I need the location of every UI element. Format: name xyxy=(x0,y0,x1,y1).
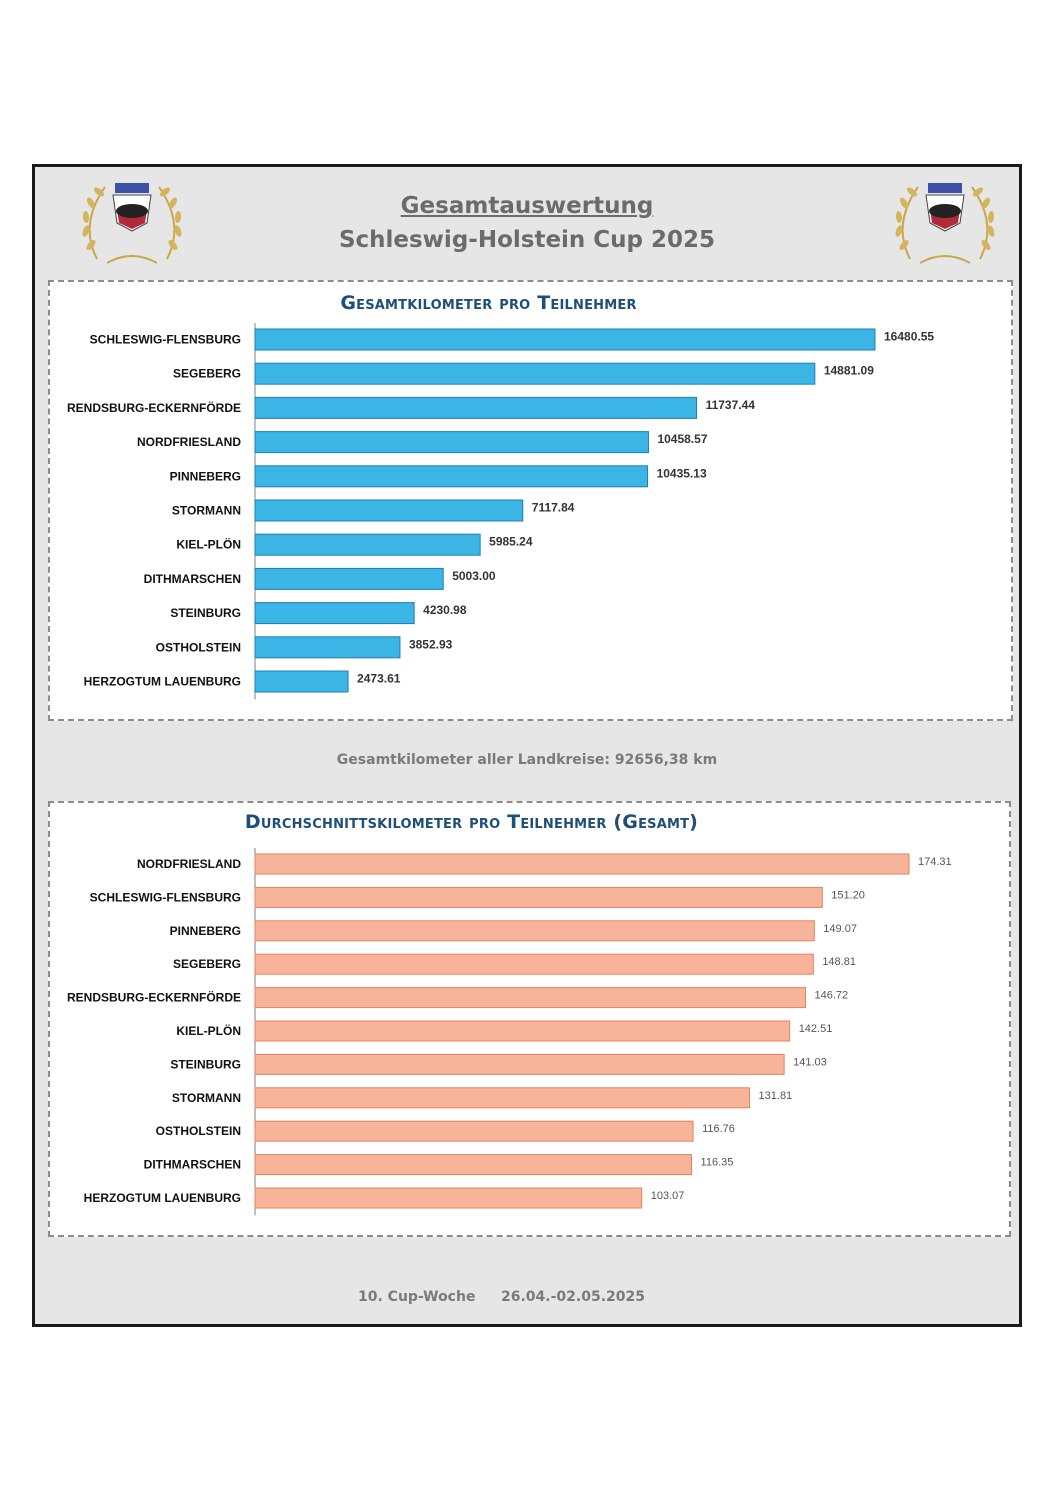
category-label: RENDSBURG-ECKERNFÖRDE xyxy=(67,400,241,415)
bar xyxy=(254,396,698,419)
data-label: 10458.57 xyxy=(657,432,707,446)
category-label: PINNEBERG xyxy=(170,469,241,483)
cup-laurel-logo-right-icon xyxy=(895,183,995,264)
bar xyxy=(254,1087,751,1109)
category-label: PINNEBERG xyxy=(170,924,241,938)
category-label: HERZOGTUM LAUENBURG xyxy=(84,675,241,689)
total-km-chart-title: Gesamtkilometer pro Teilnehmer xyxy=(340,292,637,314)
data-label: 148.81 xyxy=(822,956,856,968)
category-label: STEINBURG xyxy=(170,1057,241,1071)
category-label: SEGEBERG xyxy=(173,367,241,381)
avg-km-chart-panel: Durchschnittskilometer pro Teilnehmer (G… xyxy=(48,801,1011,1237)
data-label: 14881.09 xyxy=(824,364,874,378)
bar xyxy=(254,533,481,556)
page-title: Gesamtauswertung xyxy=(400,193,654,219)
data-label: 142.51 xyxy=(799,1023,833,1035)
bar xyxy=(254,602,415,625)
avg-km-chart: NORDFRIESLAND 174.31 SCHLESWIG-FLENSBURG 15… xyxy=(67,848,952,1216)
bar xyxy=(254,1154,693,1176)
category-label: SEGEBERG xyxy=(173,957,241,971)
category-label: DITHMARSCHEN xyxy=(144,572,241,586)
category-label: STEINBURG xyxy=(170,606,241,620)
category-label: DITHMARSCHEN xyxy=(144,1158,241,1172)
data-label: 2473.61 xyxy=(357,672,401,686)
category-label: NORDFRIESLAND xyxy=(137,857,241,871)
category-label: STORMANN xyxy=(172,504,241,518)
bar xyxy=(254,670,349,693)
category-label: KIEL-PLÖN xyxy=(176,537,241,552)
avg-km-chart-title: Durchschnittskilometer pro Teilnehmer (G… xyxy=(244,811,699,833)
data-label: 5003.00 xyxy=(452,569,496,583)
category-label: OSTHOLSTEIN xyxy=(156,1124,241,1138)
cup-week-label: 10. Cup-Woche xyxy=(358,1289,476,1305)
data-label: 131.81 xyxy=(759,1090,793,1102)
category-label: HERZOGTUM LAUENBURG xyxy=(84,1191,241,1205)
bar xyxy=(254,953,814,975)
bar xyxy=(254,1020,791,1042)
category-label: STORMANN xyxy=(172,1091,241,1105)
total-km-chart: SCHLESWIG-FLENSBURG 16480.55 SEGEBERG 14881… xyxy=(67,323,934,700)
data-label: 146.72 xyxy=(814,990,848,1002)
category-label: RENDSBURG-ECKERNFÖRDE xyxy=(67,990,241,1005)
data-label: 3852.93 xyxy=(409,637,453,651)
report-frame: Gesamtauswertung Schleswig-Holstein Cup … xyxy=(32,164,1022,1327)
data-label: 174.31 xyxy=(918,856,952,868)
bar xyxy=(254,853,910,875)
bar xyxy=(254,431,649,454)
category-label: SCHLESWIG-FLENSBURG xyxy=(90,333,241,347)
data-label: 116.35 xyxy=(701,1157,734,1169)
data-label: 151.20 xyxy=(831,889,865,901)
bar xyxy=(254,465,649,488)
data-label: 149.07 xyxy=(823,923,857,935)
data-label: 103.07 xyxy=(651,1190,685,1202)
bar xyxy=(254,328,876,351)
data-label: 5985.24 xyxy=(489,535,533,549)
bar xyxy=(254,636,401,659)
data-label: 16480.55 xyxy=(884,330,934,344)
bar xyxy=(254,886,823,908)
bar xyxy=(254,567,444,590)
bar xyxy=(254,920,815,942)
bar xyxy=(254,1053,785,1075)
category-label: KIEL-PLÖN xyxy=(176,1023,241,1038)
page-subtitle: Schleswig-Holstein Cup 2025 xyxy=(338,227,716,253)
date-range-label: 26.04.-02.05.2025 xyxy=(501,1289,645,1305)
data-label: 11737.44 xyxy=(706,398,756,412)
bar xyxy=(254,362,816,385)
data-label: 10435.13 xyxy=(657,466,707,480)
category-label: NORDFRIESLAND xyxy=(137,435,241,449)
category-label: OSTHOLSTEIN xyxy=(156,640,241,654)
bar xyxy=(254,987,806,1009)
data-label: 116.76 xyxy=(702,1123,735,1135)
data-label: 141.03 xyxy=(793,1056,827,1068)
bar xyxy=(254,1120,694,1142)
bar xyxy=(254,1187,643,1209)
bar xyxy=(254,499,524,522)
total-km-summary: Gesamtkilometer aller Landkreise: 92656,… xyxy=(336,752,718,768)
category-label: SCHLESWIG-FLENSBURG xyxy=(90,890,241,904)
cup-laurel-logo-left-icon xyxy=(82,183,182,264)
data-label: 7117.84 xyxy=(532,501,575,515)
data-label: 4230.98 xyxy=(423,603,467,617)
total-km-chart-panel: Gesamtkilometer pro Teilnehmer SCHLESWIG… xyxy=(48,280,1013,721)
